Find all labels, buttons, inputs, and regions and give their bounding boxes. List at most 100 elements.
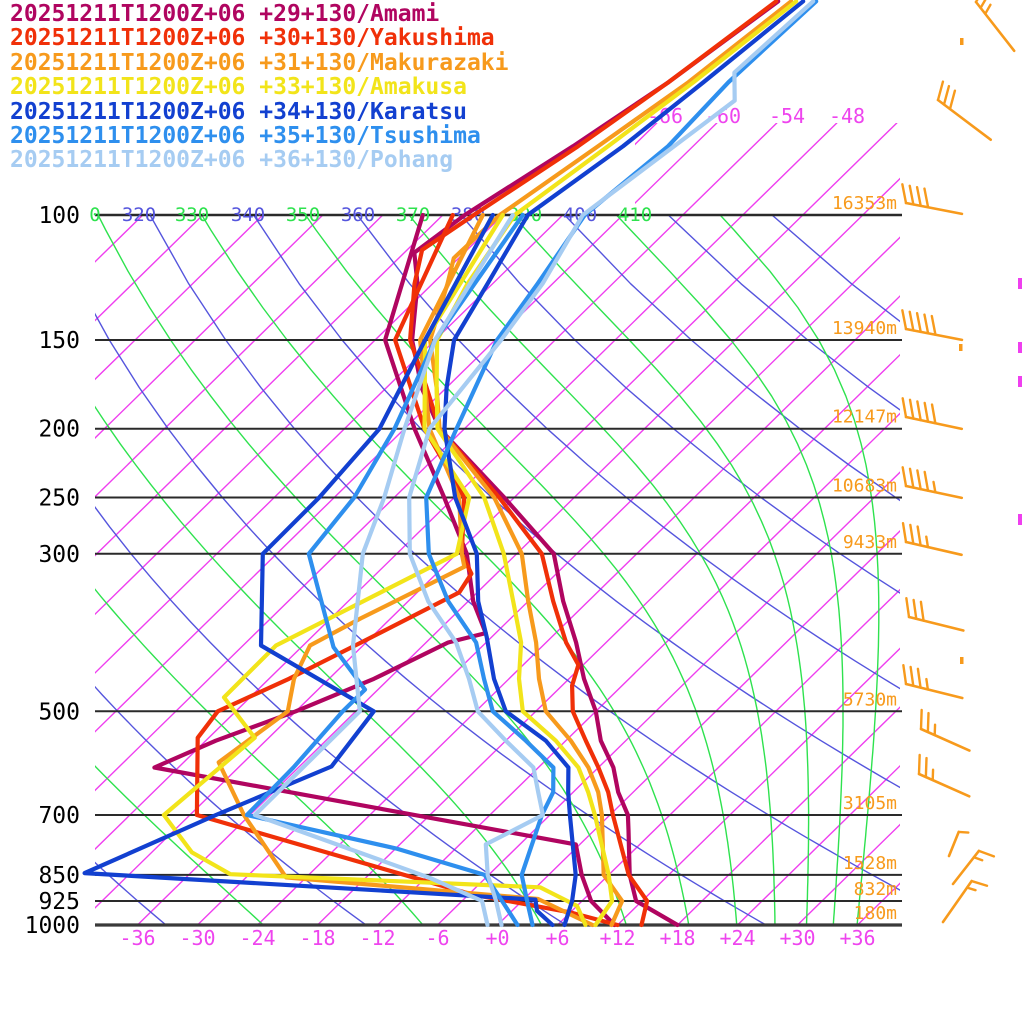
moist-adiabat-350 — [304, 215, 738, 925]
dry-adiabat-380 — [460, 215, 900, 594]
height-label-1000: 180m — [854, 903, 897, 924]
legend-entry-karatsu: 20251211T1200Z+06 +34+130/Karatsu — [10, 98, 467, 125]
height-label-300: 9433m — [843, 532, 897, 553]
pressure-label-500: 500 — [38, 699, 80, 725]
theta-label-360: 360 — [341, 204, 375, 226]
height-label-925: 832m — [854, 879, 897, 900]
wind-barb-10 — [917, 753, 971, 798]
isotherm--54 — [95, 215, 684, 792]
wind-barb-9 — [919, 708, 971, 752]
pressure-label-1000: 1000 — [25, 913, 80, 939]
wind-barbs — [901, 0, 1016, 924]
moist-adiabat-330 — [201, 215, 690, 925]
sounding-amami — [152, 0, 781, 928]
isotherm-ext--66 — [635, 123, 658, 146]
upper-isotherm-label--54: -54 — [769, 104, 805, 128]
isotherm--30 — [196, 236, 900, 925]
pressure-label-250: 250 — [38, 486, 80, 512]
isotherm-12 — [616, 647, 900, 925]
wind-barb-5 — [901, 466, 964, 500]
sounding-pohang — [252, 0, 816, 928]
temperature-curve-yakushima — [408, 0, 779, 928]
temp-axis-labels: -36 -30 -24 -18 -12 -6 +0 +6 +12 +18 +24 +30 +36 — [119, 926, 875, 950]
upper-isotherm-label--48: -48 — [829, 104, 865, 128]
pressure-label-200: 200 — [38, 417, 80, 443]
temperature-curve-karatsu — [442, 0, 806, 928]
isotherm-24 — [736, 764, 900, 925]
thetae-label-330: 330 — [175, 204, 209, 226]
isotherm-ext-12 — [618, 123, 1024, 925]
isotherm--108 — [95, 215, 144, 263]
moist-adiabat-250 — [95, 765, 265, 925]
temp-label-18: +18 — [659, 926, 695, 950]
temp-label--30: -30 — [179, 926, 215, 950]
sounding-legend: 20251211T1200Z+06 +29+130/Amami 20251211T… — [10, 2, 509, 173]
thetae-label-350: 350 — [286, 204, 320, 226]
height-label-200: 12147m — [832, 407, 897, 428]
isotherm--90 — [95, 215, 324, 439]
temp-label--12: -12 — [359, 926, 395, 950]
isotherm-0 — [496, 530, 900, 925]
temp-label-0: +0 — [485, 926, 509, 950]
isotherm--96 — [95, 215, 264, 381]
legend-entry-yakushima: 20251211T1200Z+06 +30+130/Yakushima — [10, 25, 495, 52]
pressure-label-925: 925 — [38, 889, 80, 915]
temp-label-24: +24 — [719, 926, 755, 950]
legend-entry-tsushima: 20251211T1200Z+06 +35+130/Tsushima — [10, 123, 481, 150]
moist-adiabat-370 — [408, 215, 776, 925]
wind-barb-0 — [974, 0, 1016, 53]
height-label-150: 13940m — [832, 318, 897, 339]
wind-barb-1 — [936, 80, 993, 142]
soundings — [82, 0, 819, 928]
dry-adiabat-360 — [356, 215, 900, 690]
legend-entry-makurazaki: 20251211T1200Z+06 +31+130/Makurazaki — [10, 49, 509, 76]
legend-entry-amami: 20251211T1200Z+06 +29+130/Amami — [10, 1, 440, 27]
wind-barb-8 — [902, 663, 964, 700]
pressure-lines: 100 16353m 150 13940m 200 12147m 250 10683m 300 9… — [25, 193, 902, 939]
temp-label--18: -18 — [299, 926, 335, 950]
dry-adiabat-280 — [95, 505, 568, 925]
isotherm--84 — [95, 215, 384, 498]
dry-adiabat-240 — [95, 861, 168, 925]
wind-barb-11 — [947, 830, 970, 858]
edge-marks — [959, 38, 1022, 664]
sounding-karatsu — [82, 0, 806, 928]
isotherm-ext-0 — [498, 123, 1024, 925]
legend-entry-amakusa: 20251211T1200Z+06 +33+130/Amakusa — [10, 74, 467, 101]
wind-barb-12 — [951, 849, 996, 886]
isotherm--6 — [436, 471, 900, 925]
thetae-label-partial: 0 — [89, 204, 100, 226]
isotherm-ext--114 — [0, 123, 177, 925]
temp-label-30: +30 — [779, 926, 815, 950]
temperature-curve-makurazaki — [428, 0, 794, 928]
isotherm-42 — [918, 123, 1024, 925]
isotherm--24 — [256, 295, 900, 925]
height-label-100: 16353m — [832, 193, 897, 214]
pressure-label-300: 300 — [38, 542, 80, 568]
thetae-label-410: 410 — [618, 204, 652, 226]
dry-adiabat-440 — [771, 215, 900, 323]
isotherm--18 — [316, 353, 900, 925]
isotherm-ext-42 — [918, 123, 1024, 925]
moist-adiabat-410 — [615, 215, 844, 925]
dry-adiabat-320 — [149, 215, 900, 891]
wind-barb-4 — [901, 397, 964, 431]
temp-label-12: +12 — [599, 926, 635, 950]
dewpoint-curve-tsushima — [244, 212, 525, 928]
thetae-label-370: 370 — [396, 204, 430, 226]
pressure-label-850: 850 — [38, 863, 80, 889]
height-label-700: 3105m — [843, 793, 897, 814]
isotherm--102 — [95, 215, 204, 322]
chart-background — [95, 123, 1024, 925]
temp-label--6: -6 — [425, 926, 449, 950]
pressure-label-700: 700 — [38, 803, 80, 829]
wind-barb-3 — [901, 309, 964, 342]
moist-adiabat-390 — [512, 215, 810, 925]
isotherm--60 — [95, 215, 624, 733]
wind-barb-6 — [901, 522, 963, 557]
pressure-label-100: 100 — [38, 203, 80, 229]
dry-adiabat-300 — [95, 312, 768, 925]
temp-label--36: -36 — [119, 926, 155, 950]
